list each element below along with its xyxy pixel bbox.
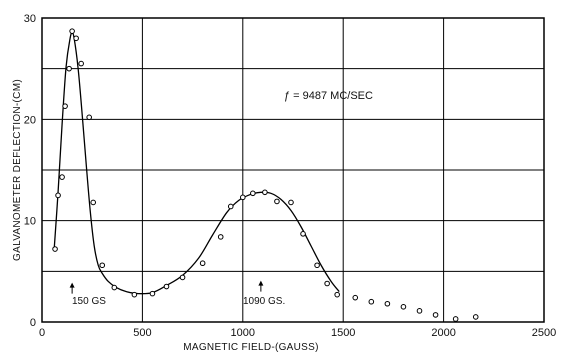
x-tick-label: 0 bbox=[39, 327, 45, 339]
peak-1090-label: 1090 GS. bbox=[243, 296, 285, 307]
data-point bbox=[66, 65, 72, 72]
data-point bbox=[59, 174, 65, 180]
data-point bbox=[131, 291, 138, 298]
data-point bbox=[149, 290, 156, 297]
data-point bbox=[300, 231, 306, 237]
data-points bbox=[52, 28, 479, 322]
data-point bbox=[416, 308, 423, 314]
data-point bbox=[368, 298, 375, 305]
arrow-head bbox=[69, 282, 75, 288]
fitted-curve bbox=[53, 32, 340, 295]
data-point bbox=[90, 199, 97, 206]
data-point bbox=[111, 284, 118, 291]
y-tick-label: 0 bbox=[30, 317, 36, 329]
data-point bbox=[324, 280, 330, 287]
data-point bbox=[69, 28, 75, 34]
data-point bbox=[199, 260, 206, 267]
peak-150-label: 150 GS bbox=[72, 296, 106, 307]
x-tick-label: 2500 bbox=[532, 327, 556, 339]
data-point bbox=[250, 190, 256, 197]
data-point bbox=[99, 262, 106, 269]
grid-layer bbox=[42, 18, 544, 322]
data-point bbox=[472, 314, 479, 320]
peak-150-arrow bbox=[69, 282, 75, 294]
data-point bbox=[217, 234, 224, 240]
x-tick-label: 500 bbox=[133, 327, 151, 339]
data-point bbox=[163, 283, 170, 290]
data-point bbox=[227, 203, 234, 210]
arrow-head bbox=[258, 280, 264, 286]
data-point bbox=[55, 192, 61, 199]
y-axis-label: GALVANOMETER DEFLECTION-(CM) bbox=[12, 79, 23, 261]
data-point bbox=[274, 198, 280, 205]
annotation-arrows bbox=[69, 280, 264, 294]
data-point bbox=[432, 312, 439, 318]
y-tick-label: 30 bbox=[24, 13, 36, 25]
data-point bbox=[240, 194, 246, 201]
data-point bbox=[288, 199, 294, 206]
plot-frame bbox=[41, 17, 545, 323]
data-point bbox=[314, 262, 320, 269]
data-point bbox=[384, 300, 391, 307]
fit-curve-layer bbox=[53, 32, 340, 295]
data-point bbox=[73, 35, 79, 42]
x-tick-label: 2000 bbox=[431, 327, 455, 339]
y-tick-label: 10 bbox=[24, 216, 36, 228]
frequency-annotation: ƒ = 9487 MC/SEC bbox=[284, 90, 373, 102]
peak-1090-arrow bbox=[258, 280, 264, 292]
x-axis-label: MAGNETIC FIELD-(GAUSS) bbox=[183, 342, 319, 353]
plot-border bbox=[41, 17, 545, 323]
x-tick-label: 1000 bbox=[231, 327, 255, 339]
data-point bbox=[62, 103, 68, 109]
data-point bbox=[334, 291, 340, 298]
x-tick-label: 1500 bbox=[331, 327, 355, 339]
tick-labels: 0 500 1000 1500 2000 2500 0 10 20 30 bbox=[24, 13, 556, 339]
data-point bbox=[262, 189, 268, 196]
y-tick-label: 20 bbox=[24, 114, 36, 126]
data-point bbox=[352, 294, 359, 301]
data-point bbox=[78, 60, 84, 67]
data-point bbox=[400, 304, 407, 310]
data-point bbox=[452, 316, 459, 322]
data-point bbox=[179, 274, 186, 281]
data-point bbox=[86, 114, 92, 121]
data-point bbox=[52, 246, 58, 252]
